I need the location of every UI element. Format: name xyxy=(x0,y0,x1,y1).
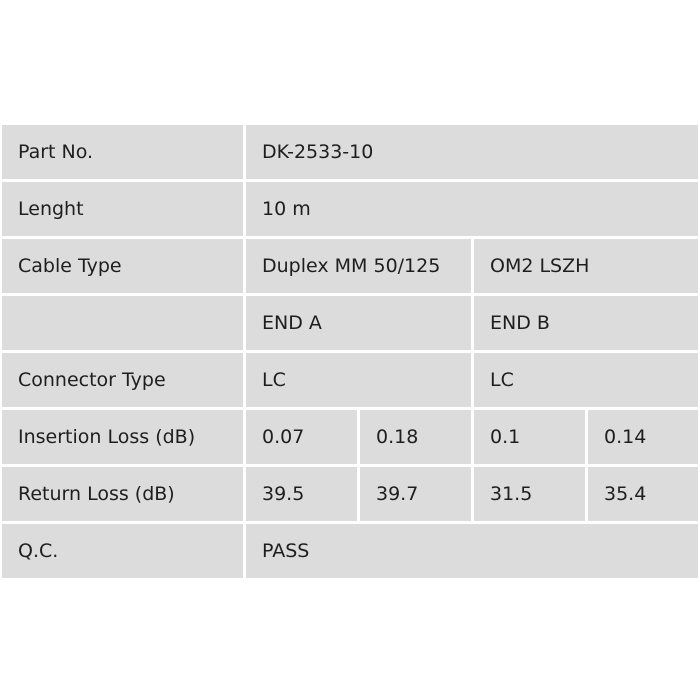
return-loss-value: 35.4 xyxy=(588,467,698,521)
insertion-loss-label: Insertion Loss (dB) xyxy=(2,410,243,464)
part-no-value: DK-2533-10 xyxy=(246,125,698,179)
end-a-header: END A xyxy=(246,296,471,350)
spec-table: Part No. DK-2533-10 Lenght 10 m Cable Ty… xyxy=(2,125,698,578)
return-loss-value: 39.5 xyxy=(246,467,357,521)
qc-value: PASS xyxy=(246,524,698,578)
insertion-loss-value: 0.18 xyxy=(360,410,471,464)
ends-label xyxy=(2,296,243,350)
cable-type-value-b: OM2 LSZH xyxy=(474,239,698,293)
insertion-loss-value: 0.14 xyxy=(588,410,698,464)
length-label: Lenght xyxy=(2,182,243,236)
insertion-loss-value: 0.07 xyxy=(246,410,357,464)
insertion-loss-value: 0.1 xyxy=(474,410,585,464)
end-b-header: END B xyxy=(474,296,698,350)
cable-type-value-a: Duplex MM 50/125 xyxy=(246,239,471,293)
return-loss-value: 39.7 xyxy=(360,467,471,521)
return-loss-label: Return Loss (dB) xyxy=(2,467,243,521)
qc-label: Q.C. xyxy=(2,524,243,578)
connector-type-label: Connector Type xyxy=(2,353,243,407)
return-loss-value: 31.5 xyxy=(474,467,585,521)
connector-type-end-b: LC xyxy=(474,353,698,407)
connector-type-end-a: LC xyxy=(246,353,471,407)
length-value: 10 m xyxy=(246,182,698,236)
part-no-label: Part No. xyxy=(2,125,243,179)
cable-type-label: Cable Type xyxy=(2,239,243,293)
